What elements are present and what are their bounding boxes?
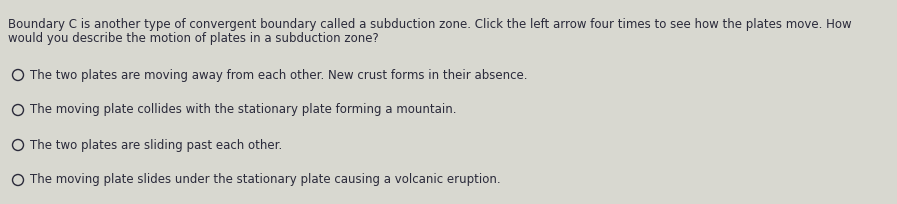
Text: would you describe the motion of plates in a subduction zone?: would you describe the motion of plates … xyxy=(8,32,379,45)
Text: The two plates are moving away from each other. New crust forms in their absence: The two plates are moving away from each… xyxy=(30,69,527,82)
Text: The moving plate slides under the stationary plate causing a volcanic eruption.: The moving plate slides under the statio… xyxy=(30,173,501,186)
Text: Boundary C is another type of convergent boundary called a subduction zone. Clic: Boundary C is another type of convergent… xyxy=(8,18,851,31)
Text: The moving plate collides with the stationary plate forming a mountain.: The moving plate collides with the stati… xyxy=(30,103,457,116)
Text: The two plates are sliding past each other.: The two plates are sliding past each oth… xyxy=(30,139,283,152)
